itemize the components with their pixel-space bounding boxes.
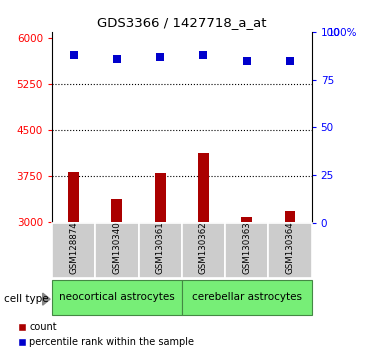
Bar [95,223,138,278]
Bar [68,172,79,222]
Bar [241,217,252,222]
Bar [52,223,95,278]
Bar [285,211,295,222]
Bar [225,223,268,278]
Bar [268,223,312,278]
Point [70,52,76,58]
Text: cerebellar astrocytes: cerebellar astrocytes [192,292,302,302]
Legend: count, percentile rank within the sample: count, percentile rank within the sample [15,319,198,351]
Text: GSM130361: GSM130361 [156,221,165,274]
Point [287,58,293,63]
Text: GSM130363: GSM130363 [242,221,251,274]
Text: GSM130340: GSM130340 [112,221,121,274]
Bar [138,223,182,278]
Point [200,52,206,58]
Polygon shape [43,293,50,305]
Title: GDS3366 / 1427718_a_at: GDS3366 / 1427718_a_at [97,16,266,29]
Point [114,56,120,62]
Text: GSM128874: GSM128874 [69,221,78,274]
Bar [52,280,182,315]
Text: neocortical astrocytes: neocortical astrocytes [59,292,175,302]
Point [244,58,250,63]
Bar [182,280,312,315]
Text: GSM130362: GSM130362 [199,221,208,274]
Bar [155,173,165,222]
Bar [111,199,122,222]
Bar [182,223,225,278]
Point [157,54,163,59]
Bar [198,153,209,222]
Text: cell type: cell type [4,294,48,304]
Y-axis label: 100%: 100% [328,28,358,38]
Text: GSM130364: GSM130364 [286,221,295,274]
